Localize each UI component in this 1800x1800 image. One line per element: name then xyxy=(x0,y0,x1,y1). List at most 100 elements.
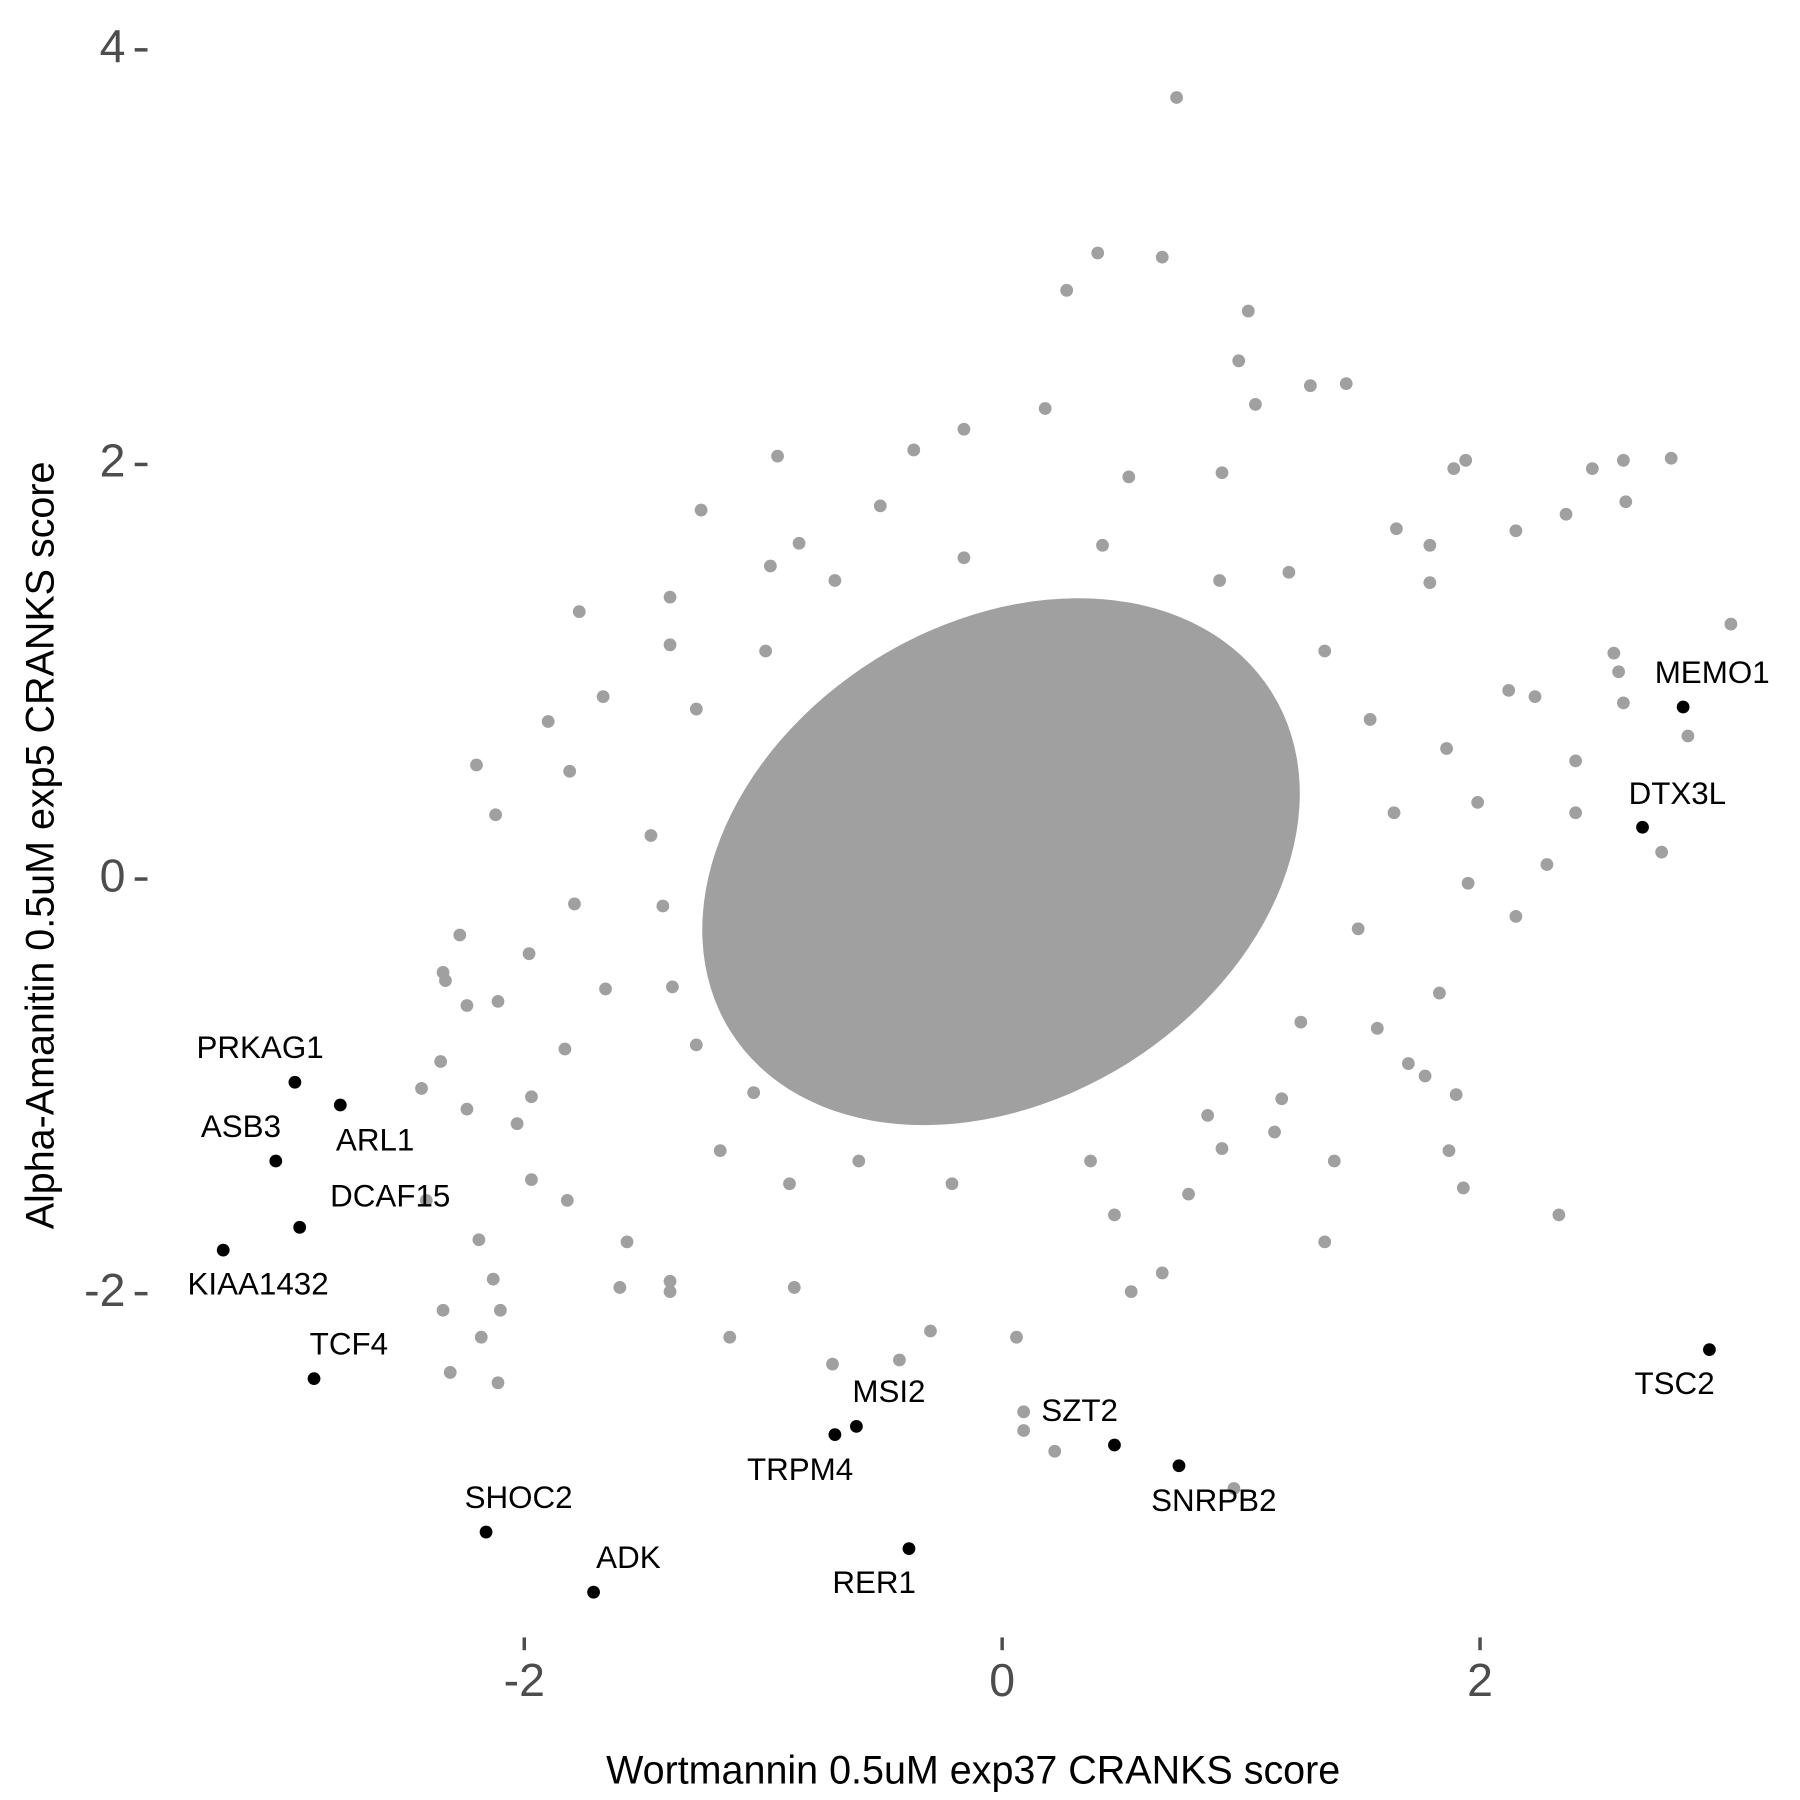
point-label: SHOC2 xyxy=(465,1480,573,1515)
point xyxy=(1275,1092,1289,1106)
point xyxy=(1471,795,1485,809)
point xyxy=(1172,1459,1186,1473)
point xyxy=(599,982,612,996)
point-label: DCAF15 xyxy=(330,1179,450,1214)
point xyxy=(568,897,581,911)
y-tick-label: 4 xyxy=(100,20,126,72)
point-label: MEMO1 xyxy=(1655,655,1770,690)
point xyxy=(666,980,679,994)
point xyxy=(764,559,777,573)
point xyxy=(1155,1266,1169,1280)
point xyxy=(494,1303,507,1317)
point xyxy=(572,605,586,619)
point xyxy=(472,1233,486,1247)
point xyxy=(694,503,708,517)
point xyxy=(1617,453,1630,467)
point xyxy=(1433,986,1446,1000)
point xyxy=(1456,1181,1470,1195)
point xyxy=(759,644,772,658)
point xyxy=(1370,1021,1384,1035)
point xyxy=(828,1428,842,1442)
point xyxy=(558,1042,572,1056)
point xyxy=(792,536,806,550)
point xyxy=(644,829,658,842)
point xyxy=(1091,246,1105,260)
point xyxy=(541,715,555,728)
point xyxy=(1294,1015,1308,1029)
point xyxy=(1442,1144,1456,1158)
point xyxy=(474,1330,488,1344)
point xyxy=(460,1102,474,1116)
point xyxy=(479,1525,493,1539)
x-tick-label: 0 xyxy=(989,1654,1015,1706)
point xyxy=(1215,1142,1229,1155)
point xyxy=(1351,922,1365,936)
point xyxy=(1509,524,1523,538)
point xyxy=(902,1542,916,1556)
point xyxy=(656,899,670,913)
point xyxy=(787,1281,801,1294)
x-axis-title: Wortmannin 0.5uM exp37 CRANKS score xyxy=(606,1749,1340,1793)
point xyxy=(1249,397,1262,411)
point-label: KIAA1432 xyxy=(187,1266,328,1301)
point xyxy=(1363,713,1377,726)
point xyxy=(907,443,921,457)
point xyxy=(1096,538,1109,552)
point xyxy=(826,1357,839,1371)
point xyxy=(713,1144,727,1158)
point xyxy=(1724,617,1738,631)
point xyxy=(1502,684,1516,697)
point xyxy=(1213,574,1226,587)
point xyxy=(1170,91,1183,104)
point xyxy=(1318,644,1332,658)
point xyxy=(1268,1125,1281,1139)
point xyxy=(893,1353,906,1367)
point xyxy=(1060,283,1074,297)
point xyxy=(419,1193,433,1207)
point xyxy=(489,808,502,822)
point xyxy=(1215,466,1229,480)
point xyxy=(470,758,483,772)
point xyxy=(1569,806,1582,820)
point xyxy=(510,1117,524,1131)
point xyxy=(1509,909,1523,923)
point xyxy=(613,1281,627,1294)
point xyxy=(269,1154,283,1168)
point xyxy=(1122,470,1136,484)
point xyxy=(1619,495,1633,509)
point xyxy=(333,1098,347,1112)
point xyxy=(771,449,784,463)
point xyxy=(1681,729,1695,743)
point xyxy=(1327,1154,1341,1168)
point xyxy=(1038,402,1052,415)
point-label: RER1 xyxy=(832,1565,916,1600)
point xyxy=(689,1038,703,1052)
point xyxy=(852,1154,866,1168)
point xyxy=(1124,1285,1138,1298)
point xyxy=(1540,858,1554,871)
point xyxy=(436,1303,450,1317)
point xyxy=(453,928,467,942)
point-label: ARL1 xyxy=(336,1122,414,1157)
point xyxy=(663,590,677,604)
point xyxy=(663,638,677,652)
point xyxy=(1201,1108,1215,1122)
x-tick-label: -2 xyxy=(504,1654,545,1706)
point xyxy=(1440,742,1453,755)
point xyxy=(1617,696,1630,710)
point xyxy=(1318,1235,1332,1249)
point xyxy=(924,1324,937,1338)
point-label: ADK xyxy=(596,1540,661,1575)
point xyxy=(1155,250,1169,264)
point xyxy=(850,1419,863,1433)
point xyxy=(434,1055,448,1068)
point xyxy=(1017,1405,1031,1419)
point xyxy=(1703,1343,1716,1357)
point-label: TRPM4 xyxy=(747,1452,853,1487)
point xyxy=(293,1220,307,1234)
point xyxy=(288,1075,302,1089)
point xyxy=(560,1193,574,1207)
point xyxy=(1664,451,1678,465)
point xyxy=(1461,876,1475,890)
